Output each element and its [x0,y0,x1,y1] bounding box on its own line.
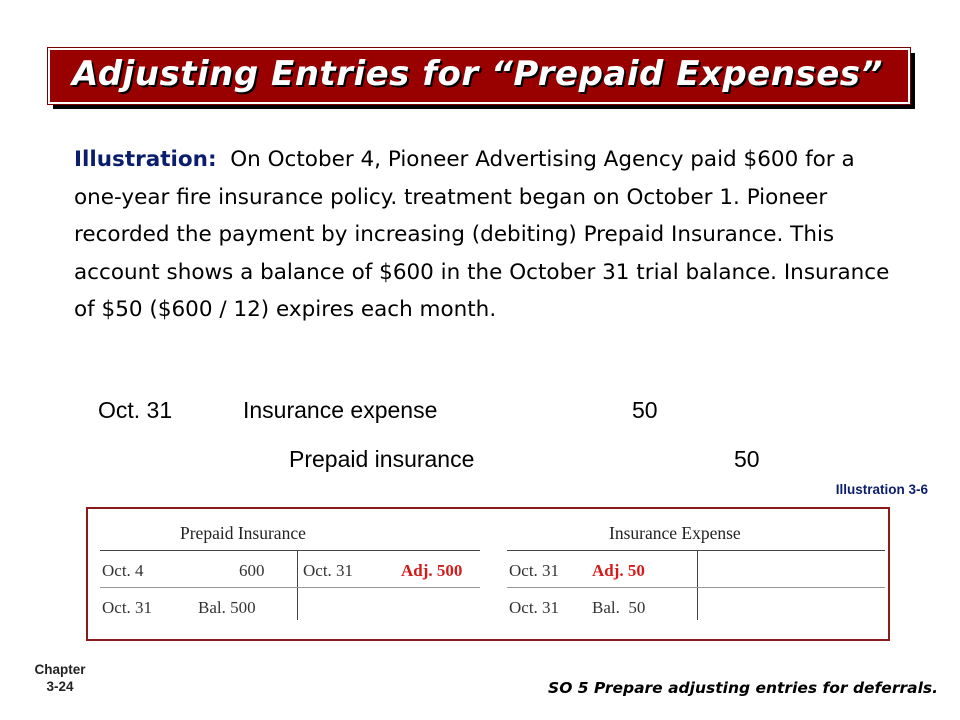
entry-debit-account: Insurance expense [243,397,438,423]
debit-date: Oct. 31 [102,598,153,617]
t-account-top-rule [507,550,885,551]
row-rule [100,587,480,588]
balance-label: Bal. 500 [198,598,256,617]
chapter-marker: Chapter 3-24 [32,661,88,695]
chapter-number: 3-24 [46,679,74,694]
entry-credit-account: Prepaid insurance [289,446,475,472]
credit-date: Oct. 31 [303,561,354,580]
debit-date: Oct. 4 [102,561,144,580]
debit-date: Oct. 31 [509,598,560,617]
illustration-text: On October 4, Pioneer Advertising Agency… [74,147,890,322]
t-account-title: Prepaid Insurance [180,523,306,543]
illustration-paragraph: Illustration: On October 4, Pioneer Adve… [74,141,904,329]
entry-date: Oct. 31 [98,397,173,423]
balance-label: Bal. 50 [592,598,646,617]
t-account-divider [697,550,698,620]
slide-title: Adjusting Entries for “Prepaid Expenses” [72,54,883,94]
chapter-label: Chapter [34,662,86,677]
t-account-top-rule [100,550,480,551]
entry-credit-amount: 50 [734,446,760,472]
entry-debit-amount: 50 [632,397,658,423]
t-account-divider [297,550,298,620]
illustration-label: Illustration: [74,147,217,172]
title-banner: Adjusting Entries for “Prepaid Expenses” [47,47,911,105]
adjustment-label: Adj. 50 [592,561,645,580]
study-objective: SO 5 Prepare adjusting entries for defer… [548,679,938,697]
illustration-reference: Illustration 3-6 [835,482,928,497]
t-accounts-panel: Prepaid Insurance Oct. 4 600 Oct. 31 Bal… [86,507,890,641]
adjustment-label: Adj. 500 [401,561,463,580]
t-account-title: Insurance Expense [609,523,741,543]
row-rule [507,587,885,588]
debit-amount: 600 [239,561,265,580]
debit-date: Oct. 31 [509,561,560,580]
